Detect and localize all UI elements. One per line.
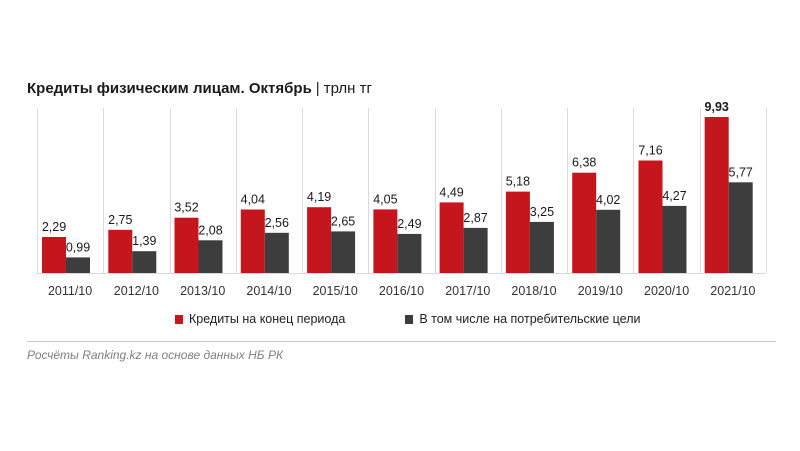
- x-tick-label: 2020/10: [644, 284, 689, 298]
- data-label-consumer: 2,49: [397, 217, 421, 231]
- bar-credits: [307, 207, 332, 273]
- data-label-consumer: 2,08: [198, 223, 222, 237]
- x-tick-label: 2014/10: [246, 284, 291, 298]
- x-tick-label: 2019/10: [578, 284, 623, 298]
- bar-consumer: [264, 232, 289, 273]
- x-tick-label: 2015/10: [313, 284, 358, 298]
- bar-consumer: [463, 227, 488, 273]
- legend-item-consumer: В том числе на потребительские цели: [405, 312, 641, 326]
- data-label-credits: 5,18: [506, 175, 530, 189]
- x-tick-label: 2017/10: [445, 284, 490, 298]
- bar-credits: [572, 172, 597, 273]
- bar-credits: [42, 237, 66, 273]
- data-label-consumer: 1,39: [132, 234, 156, 248]
- source-note: Росчёты Ranking.kz на основе данных НБ Р…: [27, 348, 284, 362]
- legend-swatch-consumer: [405, 314, 414, 324]
- data-label-credits: 2,75: [108, 213, 132, 227]
- x-tick-label: 2012/10: [114, 284, 159, 298]
- data-label-credits: 2,29: [42, 220, 66, 234]
- bar-consumer: [662, 205, 687, 273]
- bar-credits: [174, 217, 199, 273]
- data-label-consumer: 3,25: [530, 205, 554, 219]
- bar-credits: [704, 117, 729, 273]
- bar-credits: [505, 191, 530, 273]
- data-label-credits: 7,16: [638, 144, 662, 158]
- chart-unit: трлн тг: [323, 80, 372, 97]
- bar-consumer: [529, 221, 554, 273]
- legend-label-consumer: В том числе на потребительские цели: [419, 312, 641, 326]
- chart-title: Кредиты физическим лицам. Октябрь: [27, 80, 312, 97]
- x-tick-label: 2011/10: [48, 284, 92, 298]
- data-label-consumer: 4,27: [662, 189, 686, 203]
- title-separator: |: [315, 80, 320, 97]
- data-label-credits: 4,19: [307, 190, 331, 204]
- bar-consumer: [66, 257, 90, 273]
- bar-credits: [108, 229, 133, 273]
- chart-legend: Кредиты на конец периода В том числе на …: [175, 312, 641, 326]
- legend-swatch-credits: [175, 314, 183, 324]
- source-divider: [27, 341, 776, 342]
- x-tick-label: 2016/10: [379, 284, 424, 298]
- bar-consumer: [331, 231, 356, 273]
- bar-consumer: [728, 182, 753, 273]
- legend-item-credits: Кредиты на конец периода: [175, 312, 345, 326]
- legend-label-credits: Кредиты на конец периода: [189, 312, 346, 326]
- data-label-consumer: 5,77: [729, 165, 753, 179]
- data-label-credits: 9,93: [705, 100, 729, 114]
- data-label-consumer: 2,87: [463, 211, 487, 225]
- bar-credits: [240, 209, 265, 273]
- bar-consumer: [397, 233, 422, 273]
- data-label-consumer: 2,56: [265, 216, 289, 230]
- bar-credits: [439, 202, 464, 273]
- data-label-consumer: 4,02: [596, 193, 620, 207]
- data-label-consumer: 0,99: [66, 240, 90, 254]
- data-label-credits: 4,49: [439, 185, 463, 199]
- x-tick-label: 2013/10: [180, 284, 225, 298]
- data-label-credits: 4,05: [373, 192, 397, 206]
- data-label-consumer: 2,65: [331, 214, 355, 228]
- data-label-credits: 6,38: [572, 156, 596, 170]
- data-label-credits: 4,04: [241, 193, 265, 207]
- x-tick-label: 2021/10: [710, 284, 755, 298]
- chart-title-row: Кредиты физическим лицам. Октябрь | трлн т…: [27, 80, 372, 97]
- data-label-credits: 3,52: [174, 201, 198, 215]
- x-tick-label: 2018/10: [511, 284, 556, 298]
- bar-consumer: [198, 240, 223, 273]
- bar-credits: [373, 209, 398, 273]
- bar-consumer: [132, 251, 157, 273]
- bar-credits: [638, 160, 663, 273]
- bar-consumer: [596, 209, 621, 273]
